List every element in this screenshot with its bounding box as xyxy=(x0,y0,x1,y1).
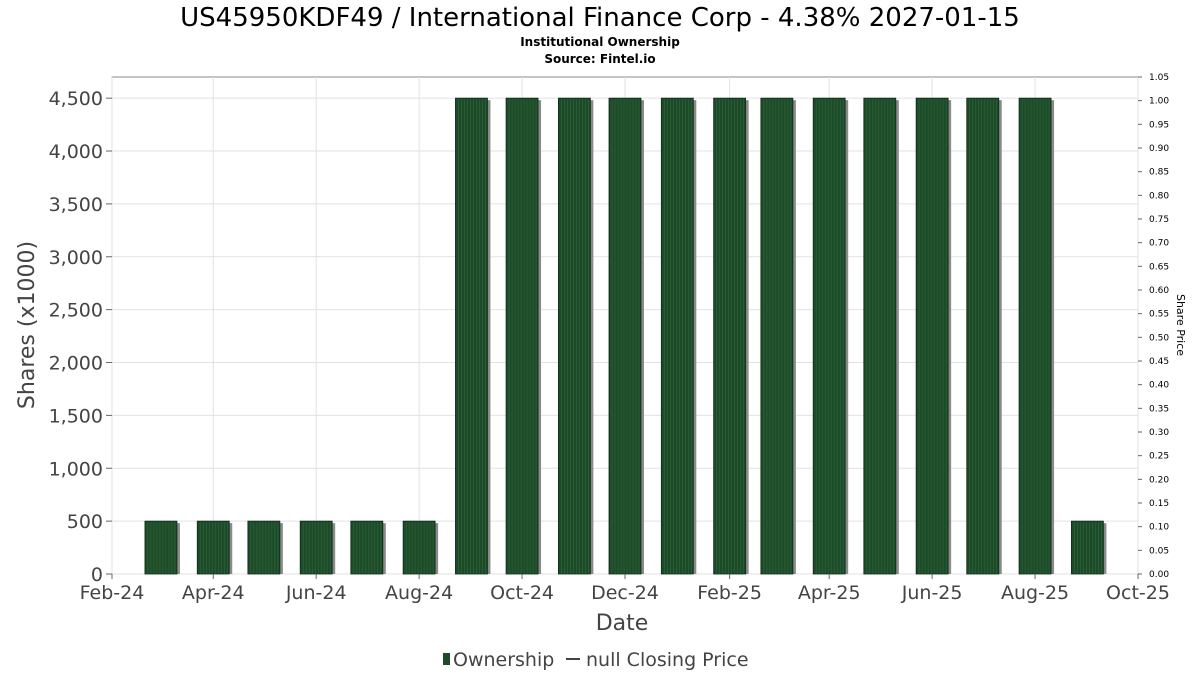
bar xyxy=(713,97,747,575)
legend-ownership-label: Ownership xyxy=(453,649,554,671)
x-tick-label: Aug-24 xyxy=(385,582,453,604)
y2-tick-label: 0.00 xyxy=(1149,570,1169,580)
y2-tick-label: 0.15 xyxy=(1149,499,1169,509)
bar xyxy=(863,97,897,575)
y2-tick-label: 0.10 xyxy=(1149,523,1169,533)
y2-tick-label: 0.70 xyxy=(1149,239,1169,249)
bar xyxy=(144,520,178,575)
x-tick-label: Dec-24 xyxy=(591,582,659,604)
y-tick-label: 500 xyxy=(67,511,103,533)
x-tick-label: Aug-25 xyxy=(1001,582,1069,604)
bar xyxy=(247,520,281,575)
y-tick-label: 4,500 xyxy=(49,88,103,110)
x-axis-ticks: Feb-24 Apr-24 Jun-24 Aug-24 Oct-24 Dec-24 Feb-… xyxy=(80,574,1170,604)
bar xyxy=(660,97,694,575)
y2-tick-label: 0.50 xyxy=(1149,333,1169,343)
bars-group xyxy=(144,97,1107,575)
y2-tick-label: 0.45 xyxy=(1149,357,1169,367)
y-axis-title: Shares (x1000) xyxy=(15,241,40,409)
y-axis-ticks: 0 500 1,000 1,500 2,000 2,500 3,000 3,500 4,000 4… xyxy=(49,88,112,586)
y2-axis-ticks: 0.00 0.05 0.10 0.15 0.20 0.25 0.30 0.35 0.40 0.45… xyxy=(1138,73,1169,580)
y2-tick-label: 0.95 xyxy=(1149,120,1169,130)
bar xyxy=(1018,97,1052,575)
y2-tick-label: 0.75 xyxy=(1149,215,1169,225)
bar xyxy=(915,97,949,575)
bar xyxy=(760,97,794,575)
y2-tick-label: 0.90 xyxy=(1149,144,1169,154)
y2-tick-label: 0.30 xyxy=(1149,428,1169,438)
y2-tick-label: 1.00 xyxy=(1149,97,1169,107)
chart-title: US45950KDF49 / International Finance Cor… xyxy=(180,3,1020,33)
y-tick-label: 1,000 xyxy=(49,458,103,480)
y2-tick-label: 0.20 xyxy=(1149,475,1169,485)
x-tick-label: Oct-25 xyxy=(1106,582,1170,604)
chart-subtitle: Institutional Ownership xyxy=(520,35,680,49)
y2-tick-label: 0.65 xyxy=(1149,262,1169,272)
x-axis-title: Date xyxy=(596,611,649,636)
x-tick-label: Jun-25 xyxy=(901,582,963,604)
y2-tick-label: 0.25 xyxy=(1149,452,1169,462)
bar xyxy=(402,520,436,575)
y2-tick-label: 0.55 xyxy=(1149,310,1169,320)
chart-source: Source: Fintel.io xyxy=(544,52,656,66)
x-tick-label: Jun-24 xyxy=(285,582,347,604)
legend: Ownership null Closing Price xyxy=(443,649,749,671)
y2-axis-title: Share Price xyxy=(1174,294,1187,356)
bar xyxy=(299,520,333,575)
y-tick-label: 3,500 xyxy=(49,194,103,216)
y2-tick-label: 0.80 xyxy=(1149,191,1169,201)
bar xyxy=(505,97,539,575)
y2-tick-label: 0.05 xyxy=(1149,546,1169,556)
x-tick-label: Feb-25 xyxy=(697,582,762,604)
x-tick-label: Apr-25 xyxy=(798,582,861,604)
bar xyxy=(812,97,846,575)
y2-tick-label: 0.40 xyxy=(1149,381,1169,391)
y-tick-label: 2,500 xyxy=(49,300,103,322)
x-tick-label: Feb-24 xyxy=(80,582,145,604)
y-tick-label: 2,000 xyxy=(49,353,103,375)
y-tick-label: 4,000 xyxy=(49,141,103,163)
x-tick-label: Oct-24 xyxy=(490,582,554,604)
bar xyxy=(966,97,1000,575)
bar xyxy=(455,97,488,575)
bar xyxy=(350,520,384,575)
y2-tick-label: 1.05 xyxy=(1149,73,1169,83)
x-tick-label: Apr-24 xyxy=(182,582,245,604)
y-tick-label: 1,500 xyxy=(49,405,103,427)
y-tick-label: 0 xyxy=(91,564,103,586)
y2-tick-label: 0.85 xyxy=(1149,168,1169,178)
bar xyxy=(608,97,642,575)
bar xyxy=(557,97,591,575)
legend-price-label: null Closing Price xyxy=(586,649,749,671)
y-tick-label: 3,000 xyxy=(49,247,103,269)
legend-ownership-swatch xyxy=(443,653,450,665)
y2-tick-label: 0.60 xyxy=(1149,286,1169,296)
bar xyxy=(1070,520,1104,575)
y2-tick-label: 0.35 xyxy=(1149,404,1169,414)
